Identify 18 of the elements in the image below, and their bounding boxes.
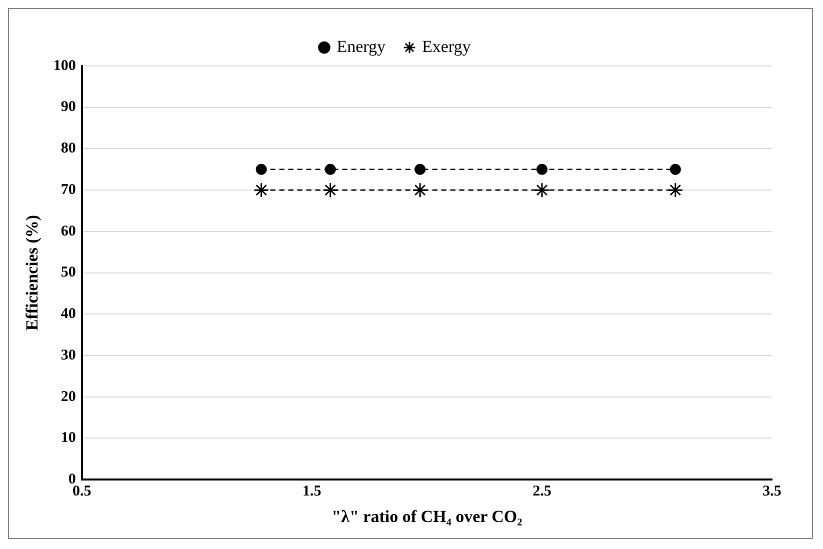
x-tick-label: 1.5: [302, 483, 322, 500]
y-tick-label: 80: [60, 140, 76, 157]
y-tick-label: 70: [60, 182, 76, 198]
x-tick-label: 2.5: [532, 483, 552, 500]
y-tick-label: 50: [60, 264, 76, 281]
x-axis-title: "λ" ratio of CH₄ over CO₂: [332, 507, 522, 526]
legend-label: Exergy: [422, 36, 472, 56]
y-tick-label: 20: [60, 388, 76, 405]
y-tick-label: 60: [60, 223, 76, 240]
y-tick-label: 100: [53, 58, 76, 74]
y-tick-label: 90: [60, 99, 76, 116]
x-tick-label: 0.5: [72, 483, 92, 500]
y-tick-label: 30: [60, 347, 76, 364]
y-tick-label: 40: [60, 306, 76, 322]
y-axis-title: Efficiencies (%): [22, 214, 42, 331]
y-tick-label: 10: [60, 430, 76, 446]
x-tick-label: 3.5: [762, 483, 782, 500]
legend-label: Energy: [336, 36, 386, 56]
